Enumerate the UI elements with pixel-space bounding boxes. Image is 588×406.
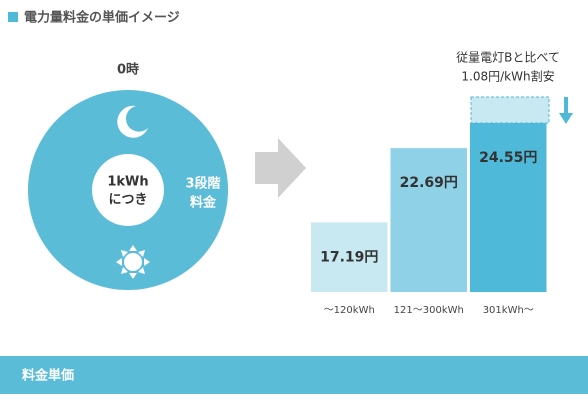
bar xyxy=(390,148,467,292)
annotation: 従量電灯Bと比べて xyxy=(456,51,560,65)
center-text: 1kWh xyxy=(107,175,148,190)
annotation: 1.08円/kWh割安 xyxy=(461,69,554,84)
clock-time: 0時 xyxy=(117,62,139,78)
x-tick-label: 121～300kWh xyxy=(394,305,464,316)
discount-box xyxy=(470,96,550,124)
footer-bar xyxy=(0,356,588,394)
header-marker xyxy=(8,12,18,22)
value-label: 17.19円 xyxy=(320,249,378,265)
header-title: 電力量料金の単価イメージ xyxy=(24,10,180,26)
side-text: 料金 xyxy=(190,195,217,211)
value-label: 24.55円 xyxy=(479,150,537,166)
bar xyxy=(311,222,388,292)
x-tick-label: 301kWh～ xyxy=(483,305,534,316)
arrow xyxy=(255,138,306,198)
bar xyxy=(470,123,547,292)
down-arrow xyxy=(559,113,573,124)
x-tick-label: ～120kWh xyxy=(324,305,375,316)
down-arrow xyxy=(564,97,568,115)
moon-icon xyxy=(117,105,148,138)
sun-icon xyxy=(116,245,150,279)
side-text: 3段階 xyxy=(185,176,220,192)
center-text: につき xyxy=(108,193,147,208)
value-label: 22.69円 xyxy=(400,175,458,191)
footer-title: 料金単価 xyxy=(22,368,74,384)
center-circle xyxy=(92,154,164,226)
